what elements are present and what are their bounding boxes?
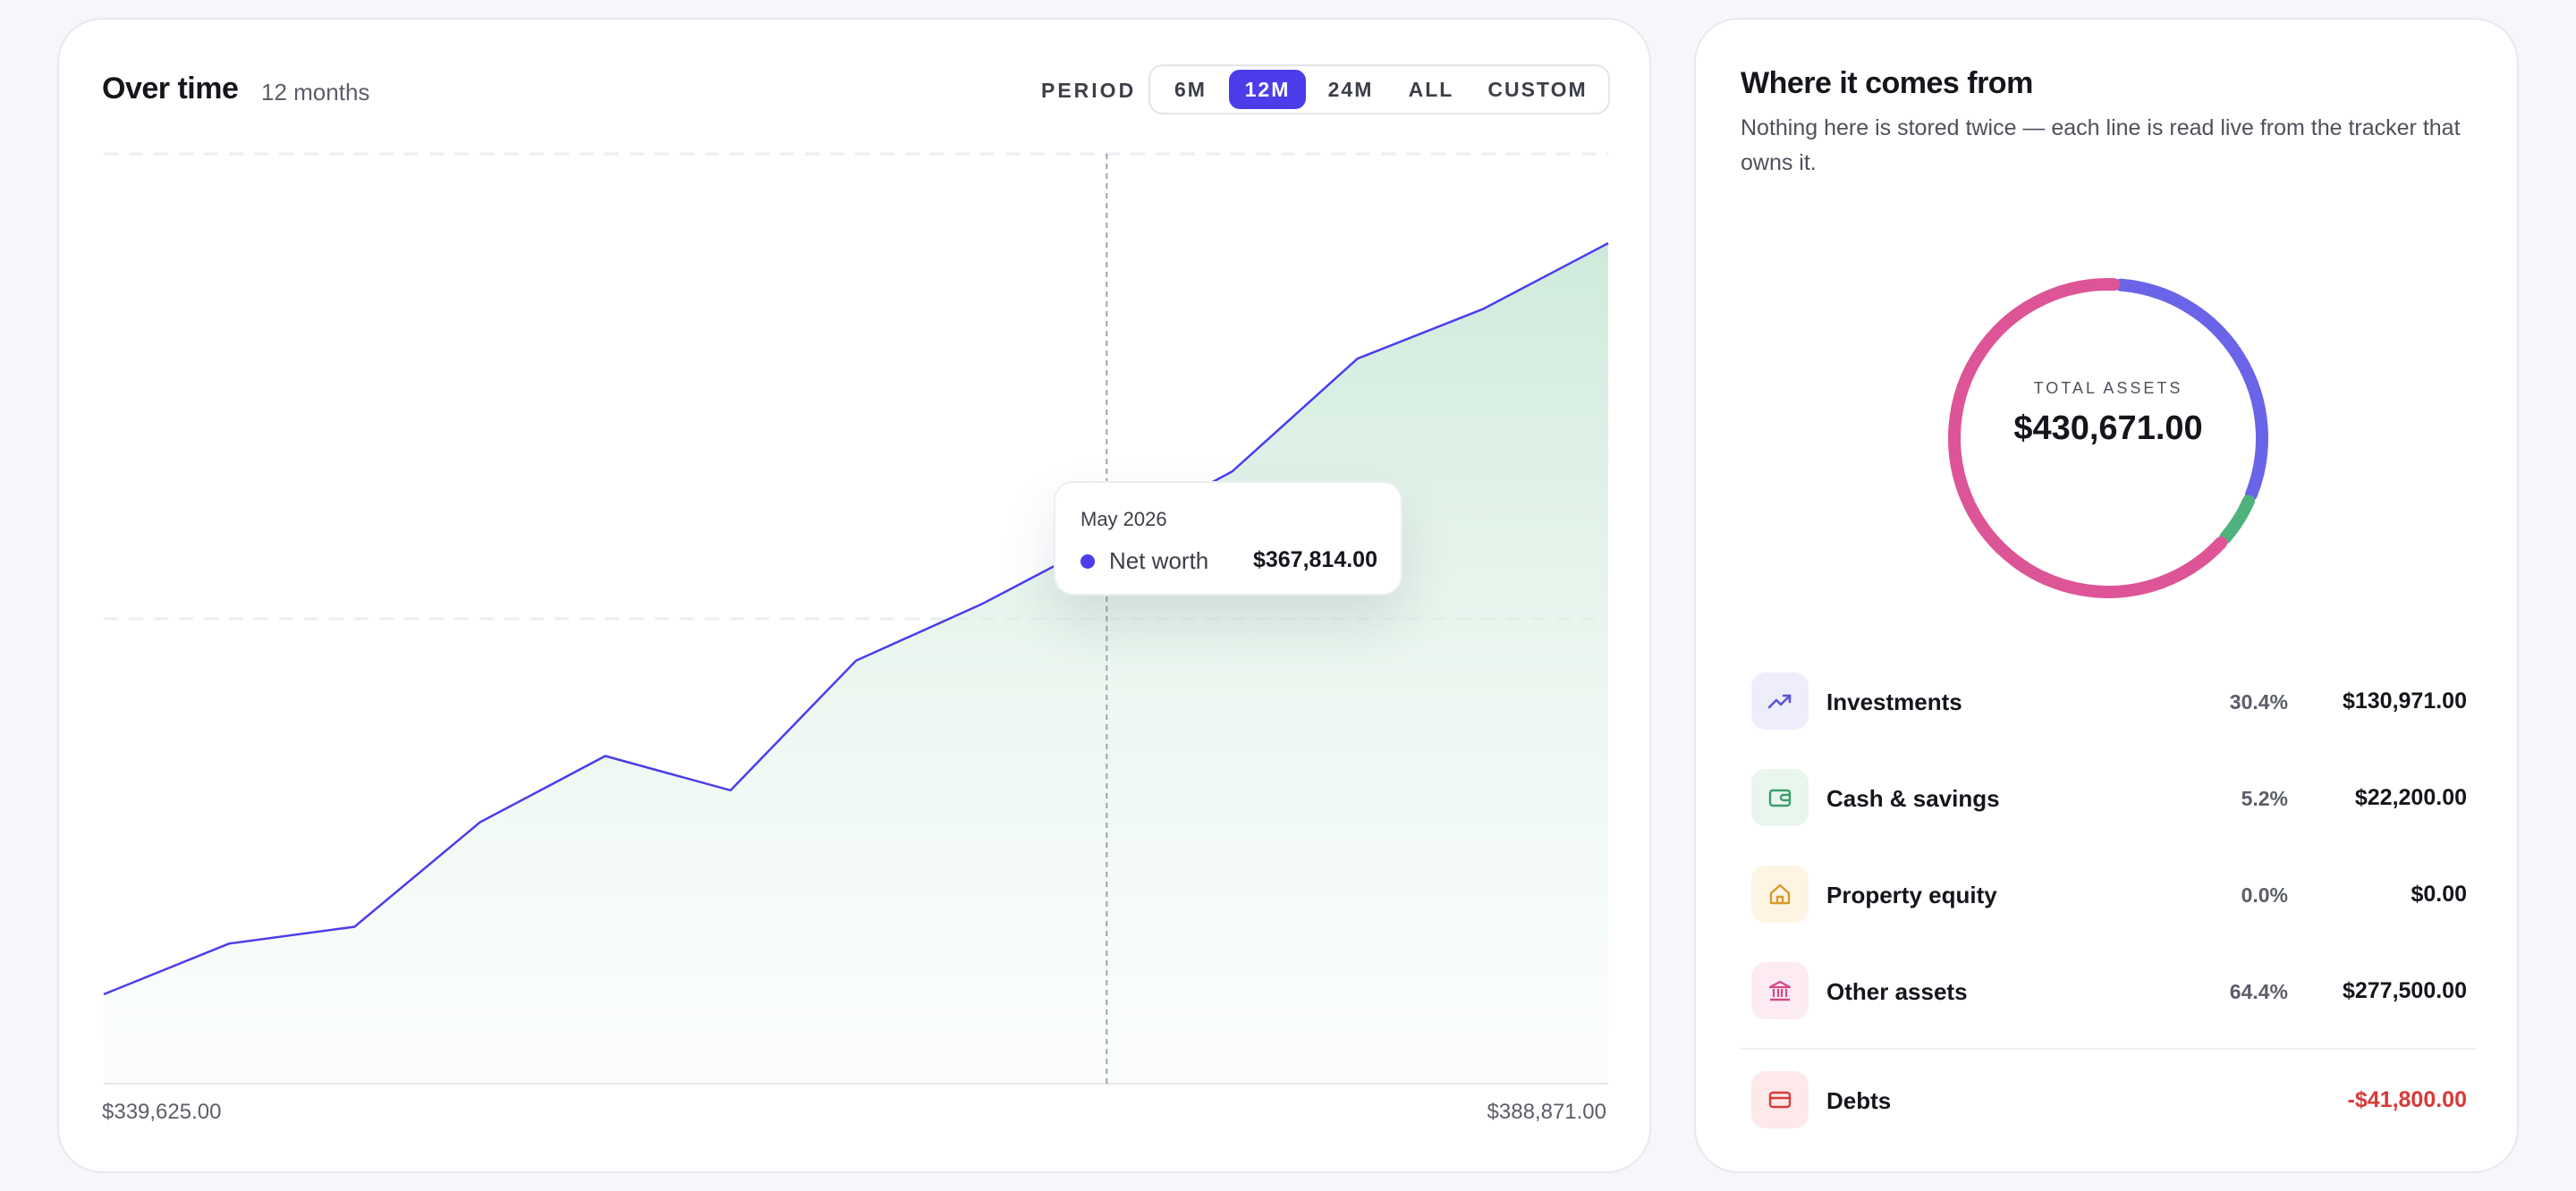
donut-segment-cash-savings[interactable]	[2219, 494, 2255, 545]
over-time-subtitle: 12 months	[261, 79, 370, 106]
row-name: Cash & savings	[1826, 785, 2000, 812]
credit-card-icon	[1751, 1071, 1809, 1128]
over-time-card: Over time 12 months PERIOD 6M 12M 24M AL…	[57, 18, 1651, 1173]
range-start-label: $339,625.00	[102, 1100, 222, 1124]
row-amount: -$41,800.00	[2347, 1087, 2467, 1112]
row-investments[interactable]: Investments 30.4% $130,971.00	[1751, 671, 2467, 731]
period-6m-button[interactable]: 6M	[1174, 78, 1207, 101]
row-name: Other assets	[1826, 978, 1968, 1005]
assets-donut-chart[interactable]	[1696, 234, 2521, 610]
row-cash-savings[interactable]: Cash & savings 5.2% $22,200.00	[1751, 767, 2467, 828]
composition-title: Where it comes from	[1741, 66, 2033, 100]
row-percentage: 30.4%	[2229, 690, 2288, 714]
row-name: Investments	[1826, 688, 1962, 715]
row-amount: $22,200.00	[2354, 785, 2467, 810]
composition-card: Where it comes from Nothing here is stor…	[1694, 18, 2519, 1173]
row-debts[interactable]: Debts -$41,800.00	[1751, 1069, 2467, 1130]
chart-tooltip: May 2026 Net worth $367,814.00	[1054, 481, 1402, 596]
period-24m-button[interactable]: 24M	[1327, 78, 1374, 101]
period-label: PERIOD	[1041, 79, 1137, 102]
tooltip-month: May 2026	[1080, 508, 1167, 530]
period-all-button[interactable]: ALL	[1408, 78, 1454, 101]
period-12m-button[interactable]: 12M	[1229, 70, 1306, 109]
row-amount: $130,971.00	[2342, 688, 2467, 714]
total-assets-caption: TOTAL ASSETS	[2033, 379, 2183, 397]
row-percentage: 64.4%	[2229, 980, 2288, 1003]
row-other-assets[interactable]: Other assets 64.4% $277,500.00	[1751, 960, 2467, 1021]
composition-description: Nothing here is stored twice — each line…	[1741, 115, 2461, 175]
period-selector: 6M 12M 24M ALL CUSTOM	[1148, 64, 1610, 114]
range-end-label: $388,871.00	[1487, 1100, 1606, 1124]
donut-segment-other-assets[interactable]	[1948, 278, 2228, 598]
tooltip-series-name: Net worth	[1109, 547, 1209, 574]
net-worth-area	[104, 243, 1608, 1084]
row-name: Property equity	[1826, 882, 1997, 908]
row-amount: $277,500.00	[2342, 978, 2467, 1003]
trending-up-icon	[1751, 672, 1809, 730]
net-worth-chart[interactable]	[59, 20, 1653, 1175]
tooltip-series-dot	[1080, 554, 1095, 569]
bank-icon	[1751, 962, 1809, 1019]
net-worth-line	[103, 241, 1609, 996]
row-amount: $0.00	[2411, 882, 2467, 907]
home-icon	[1751, 866, 1809, 923]
over-time-title: Over time	[102, 72, 239, 106]
debts-divider	[1741, 1048, 2476, 1050]
row-percentage: 0.0%	[2241, 883, 2288, 907]
wallet-icon	[1751, 769, 1809, 826]
donut-segment-investments[interactable]	[2114, 278, 2268, 502]
row-name: Debts	[1826, 1087, 1892, 1114]
tooltip-value: $367,814.00	[1252, 547, 1377, 572]
period-custom-button[interactable]: CUSTOM	[1487, 78, 1588, 101]
row-property-equity[interactable]: Property equity 0.0% $0.00	[1751, 864, 2467, 925]
row-percentage: 5.2%	[2241, 787, 2288, 810]
total-assets-value: $430,671.00	[2013, 410, 2203, 447]
